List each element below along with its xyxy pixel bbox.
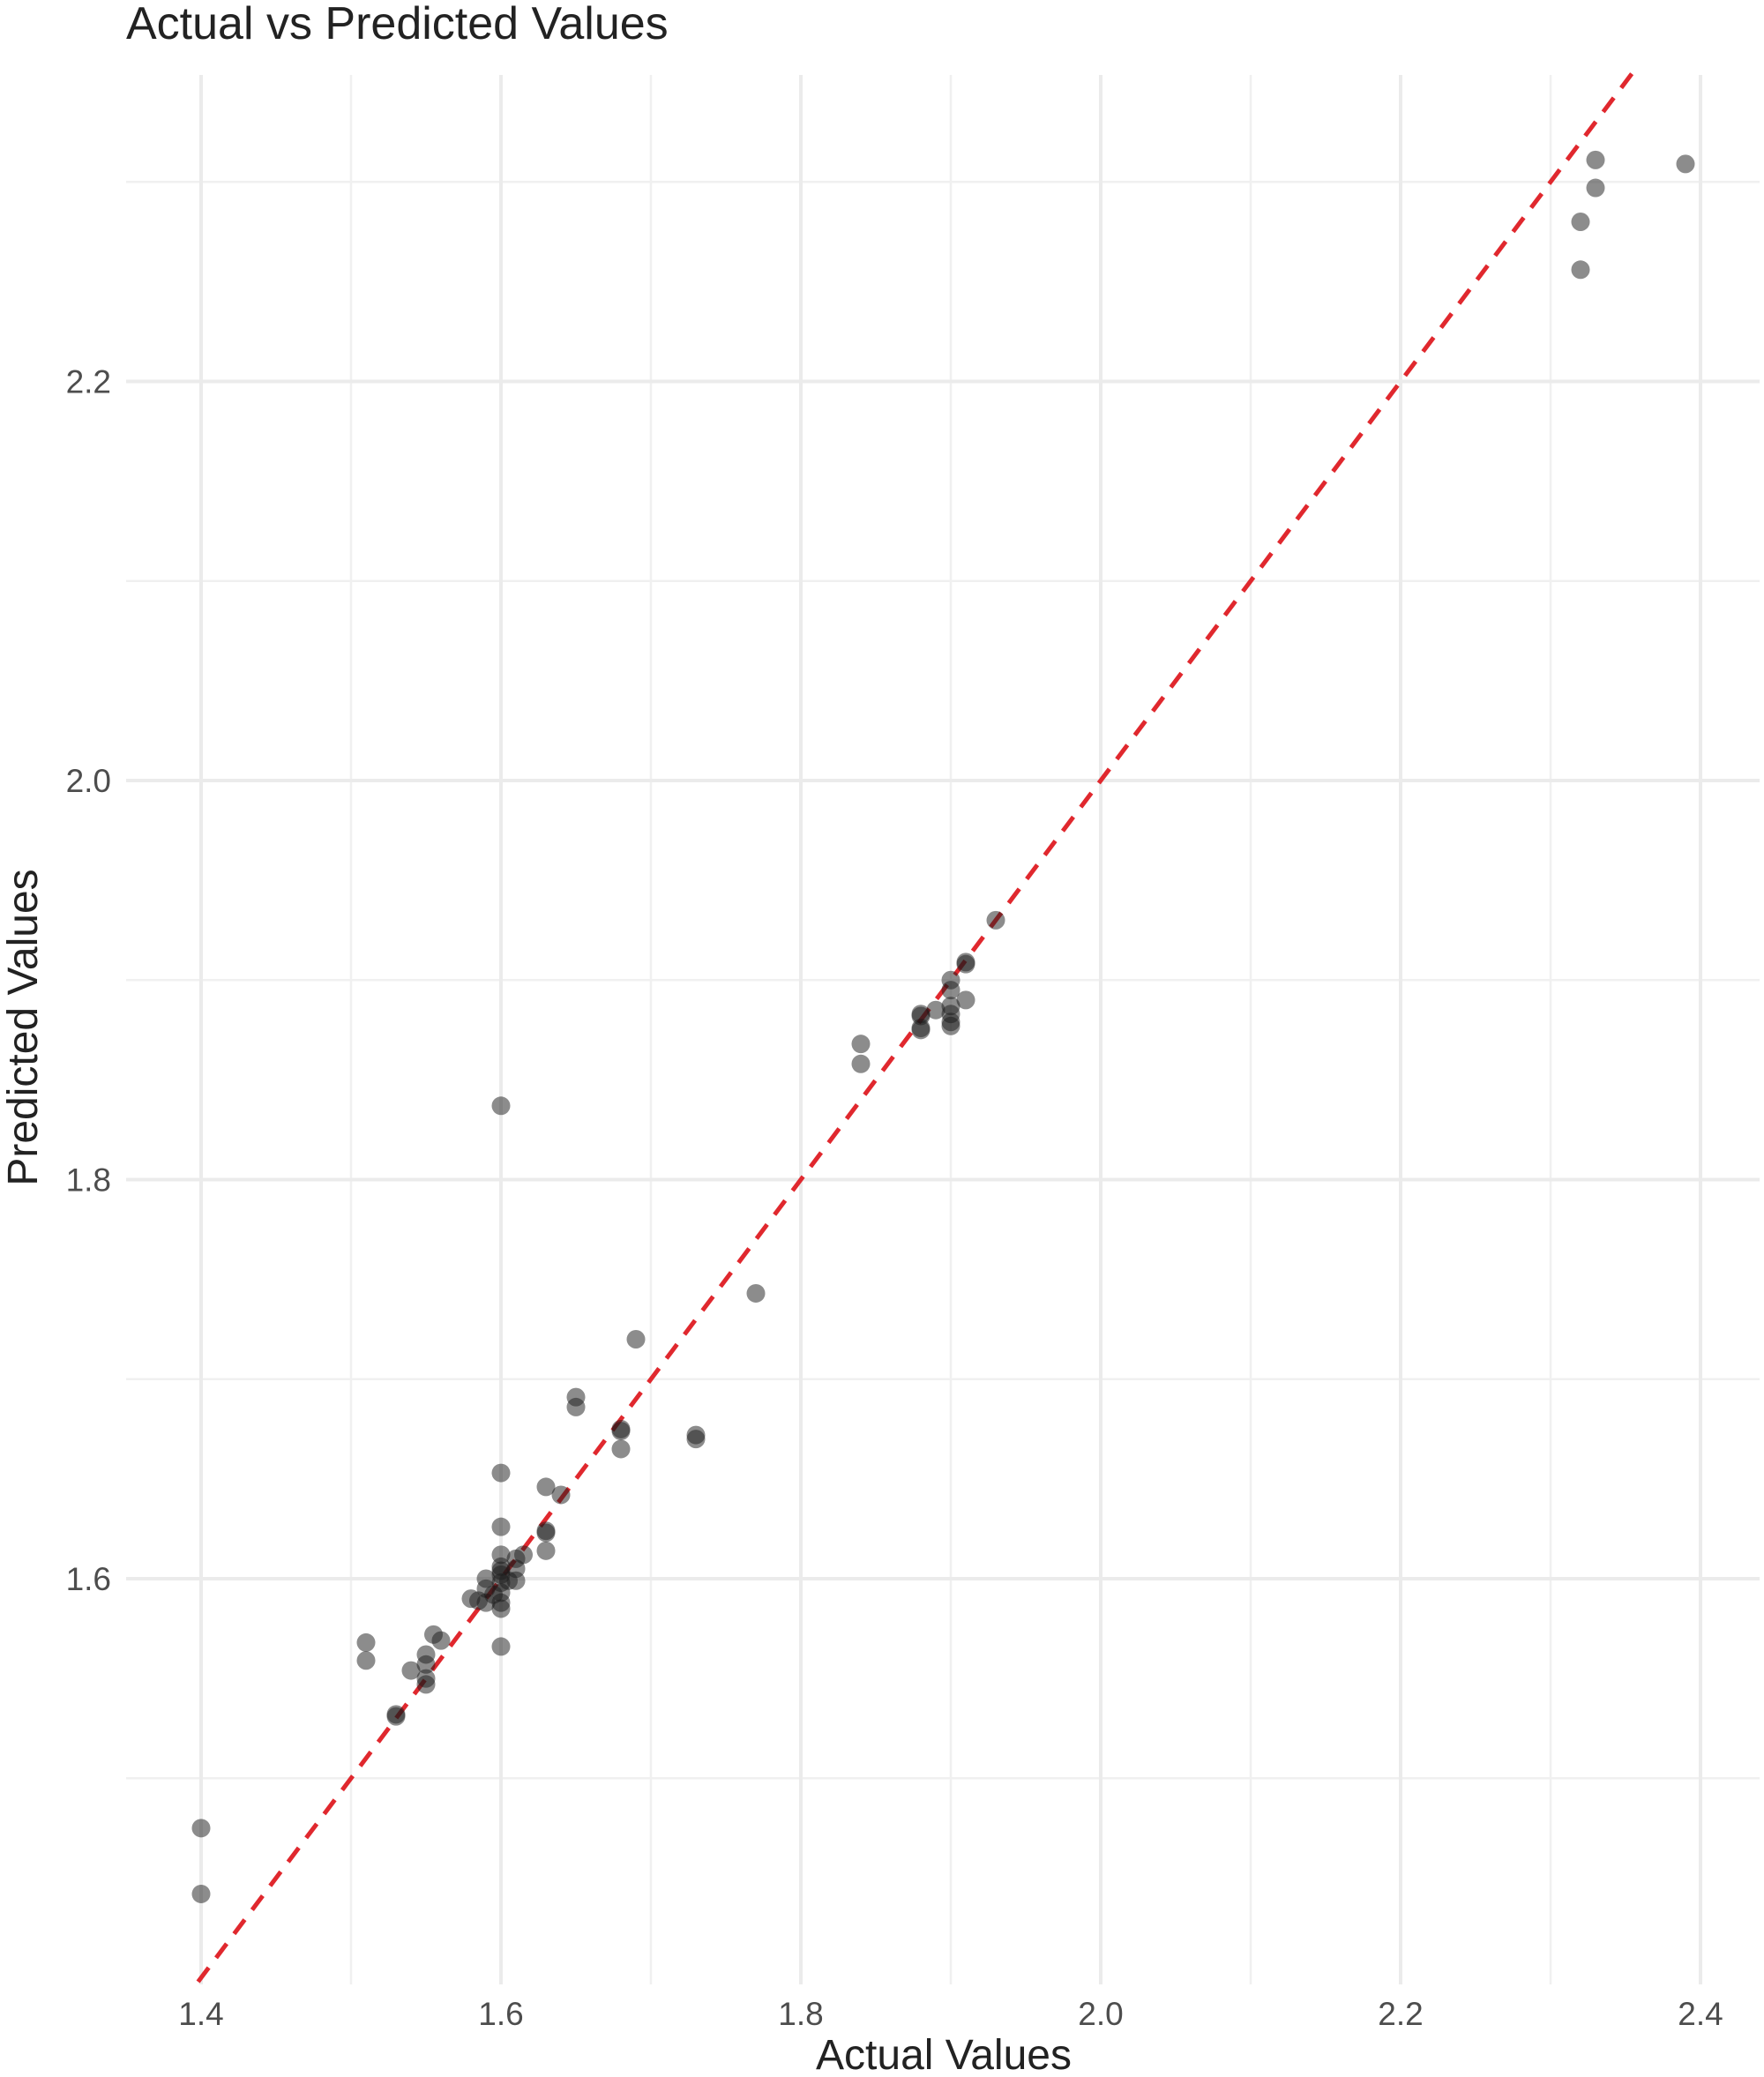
scatter-point — [746, 1283, 766, 1303]
scatter-point — [416, 1675, 436, 1694]
scatter-point — [416, 1655, 436, 1674]
scatter-point — [611, 1422, 631, 1441]
scatter-point — [536, 1477, 556, 1497]
scatter-point — [956, 990, 975, 1010]
scatter-point — [431, 1631, 451, 1650]
x-axis-title: Actual Values — [816, 2032, 1072, 2077]
scatter-point — [986, 910, 1005, 930]
scatter-point — [686, 1430, 706, 1449]
scatter-point — [941, 1016, 960, 1035]
y-axis-tick-labels: 1.6 1.8 2.0 2.2 — [66, 364, 111, 1598]
x-tick-label: 2.0 — [1078, 1996, 1123, 2032]
x-tick-label: 1.6 — [478, 1996, 523, 2032]
scatter-point — [941, 981, 960, 1000]
scatter-point — [1571, 213, 1590, 231]
scatter-point — [191, 1819, 211, 1838]
scatter-point — [1676, 154, 1695, 174]
scatter-point — [401, 1661, 421, 1680]
chart-title: Actual vs Predicted Values — [126, 0, 669, 49]
scatter-point — [491, 1517, 511, 1536]
scatter-point — [356, 1632, 376, 1652]
y-tick-label: 2.2 — [66, 364, 111, 400]
scatter-point — [491, 1096, 511, 1116]
y-tick-label: 1.6 — [66, 1561, 111, 1597]
major-gridlines — [126, 75, 1760, 1984]
scatter-point — [551, 1485, 571, 1505]
y-tick-label: 1.8 — [66, 1162, 111, 1199]
scatter-point — [506, 1571, 526, 1590]
scatter-point — [191, 1884, 211, 1903]
scatter-point — [491, 1463, 511, 1483]
scatter-point — [851, 1054, 871, 1073]
scatter-point — [851, 1035, 871, 1054]
scatter-point — [536, 1523, 556, 1543]
scatter-point — [491, 1637, 511, 1656]
scatter-point — [356, 1651, 376, 1670]
scatter-point — [956, 954, 975, 974]
data-points — [191, 150, 1695, 1903]
scatter-point — [926, 1000, 946, 1020]
scatter-point — [536, 1541, 556, 1560]
scatter-point — [1571, 260, 1590, 280]
scatter-point — [1586, 178, 1605, 198]
x-tick-label: 1.8 — [778, 1996, 823, 2032]
scatter-point — [1586, 150, 1605, 169]
scatter-point — [611, 1439, 631, 1459]
x-tick-label: 2.4 — [1678, 1996, 1723, 2032]
identity-reference-line — [196, 71, 1635, 1984]
scatter-point — [566, 1397, 586, 1416]
scatter-point — [626, 1330, 646, 1349]
scatter-point — [514, 1545, 533, 1565]
scatter-point — [911, 1020, 931, 1040]
x-tick-label: 2.2 — [1378, 1996, 1423, 2032]
minor-gridlines — [126, 75, 1760, 1984]
x-axis-tick-labels: 1.4 1.6 1.8 2.0 2.2 2.4 — [178, 1996, 1723, 2032]
y-axis-title: Predicted Values — [0, 869, 47, 1185]
scatter-point — [491, 1599, 511, 1618]
x-tick-label: 1.4 — [178, 1996, 223, 2032]
y-tick-label: 2.0 — [66, 763, 111, 799]
scatter-point — [386, 1707, 406, 1726]
reference-line-layer — [196, 71, 1635, 1984]
